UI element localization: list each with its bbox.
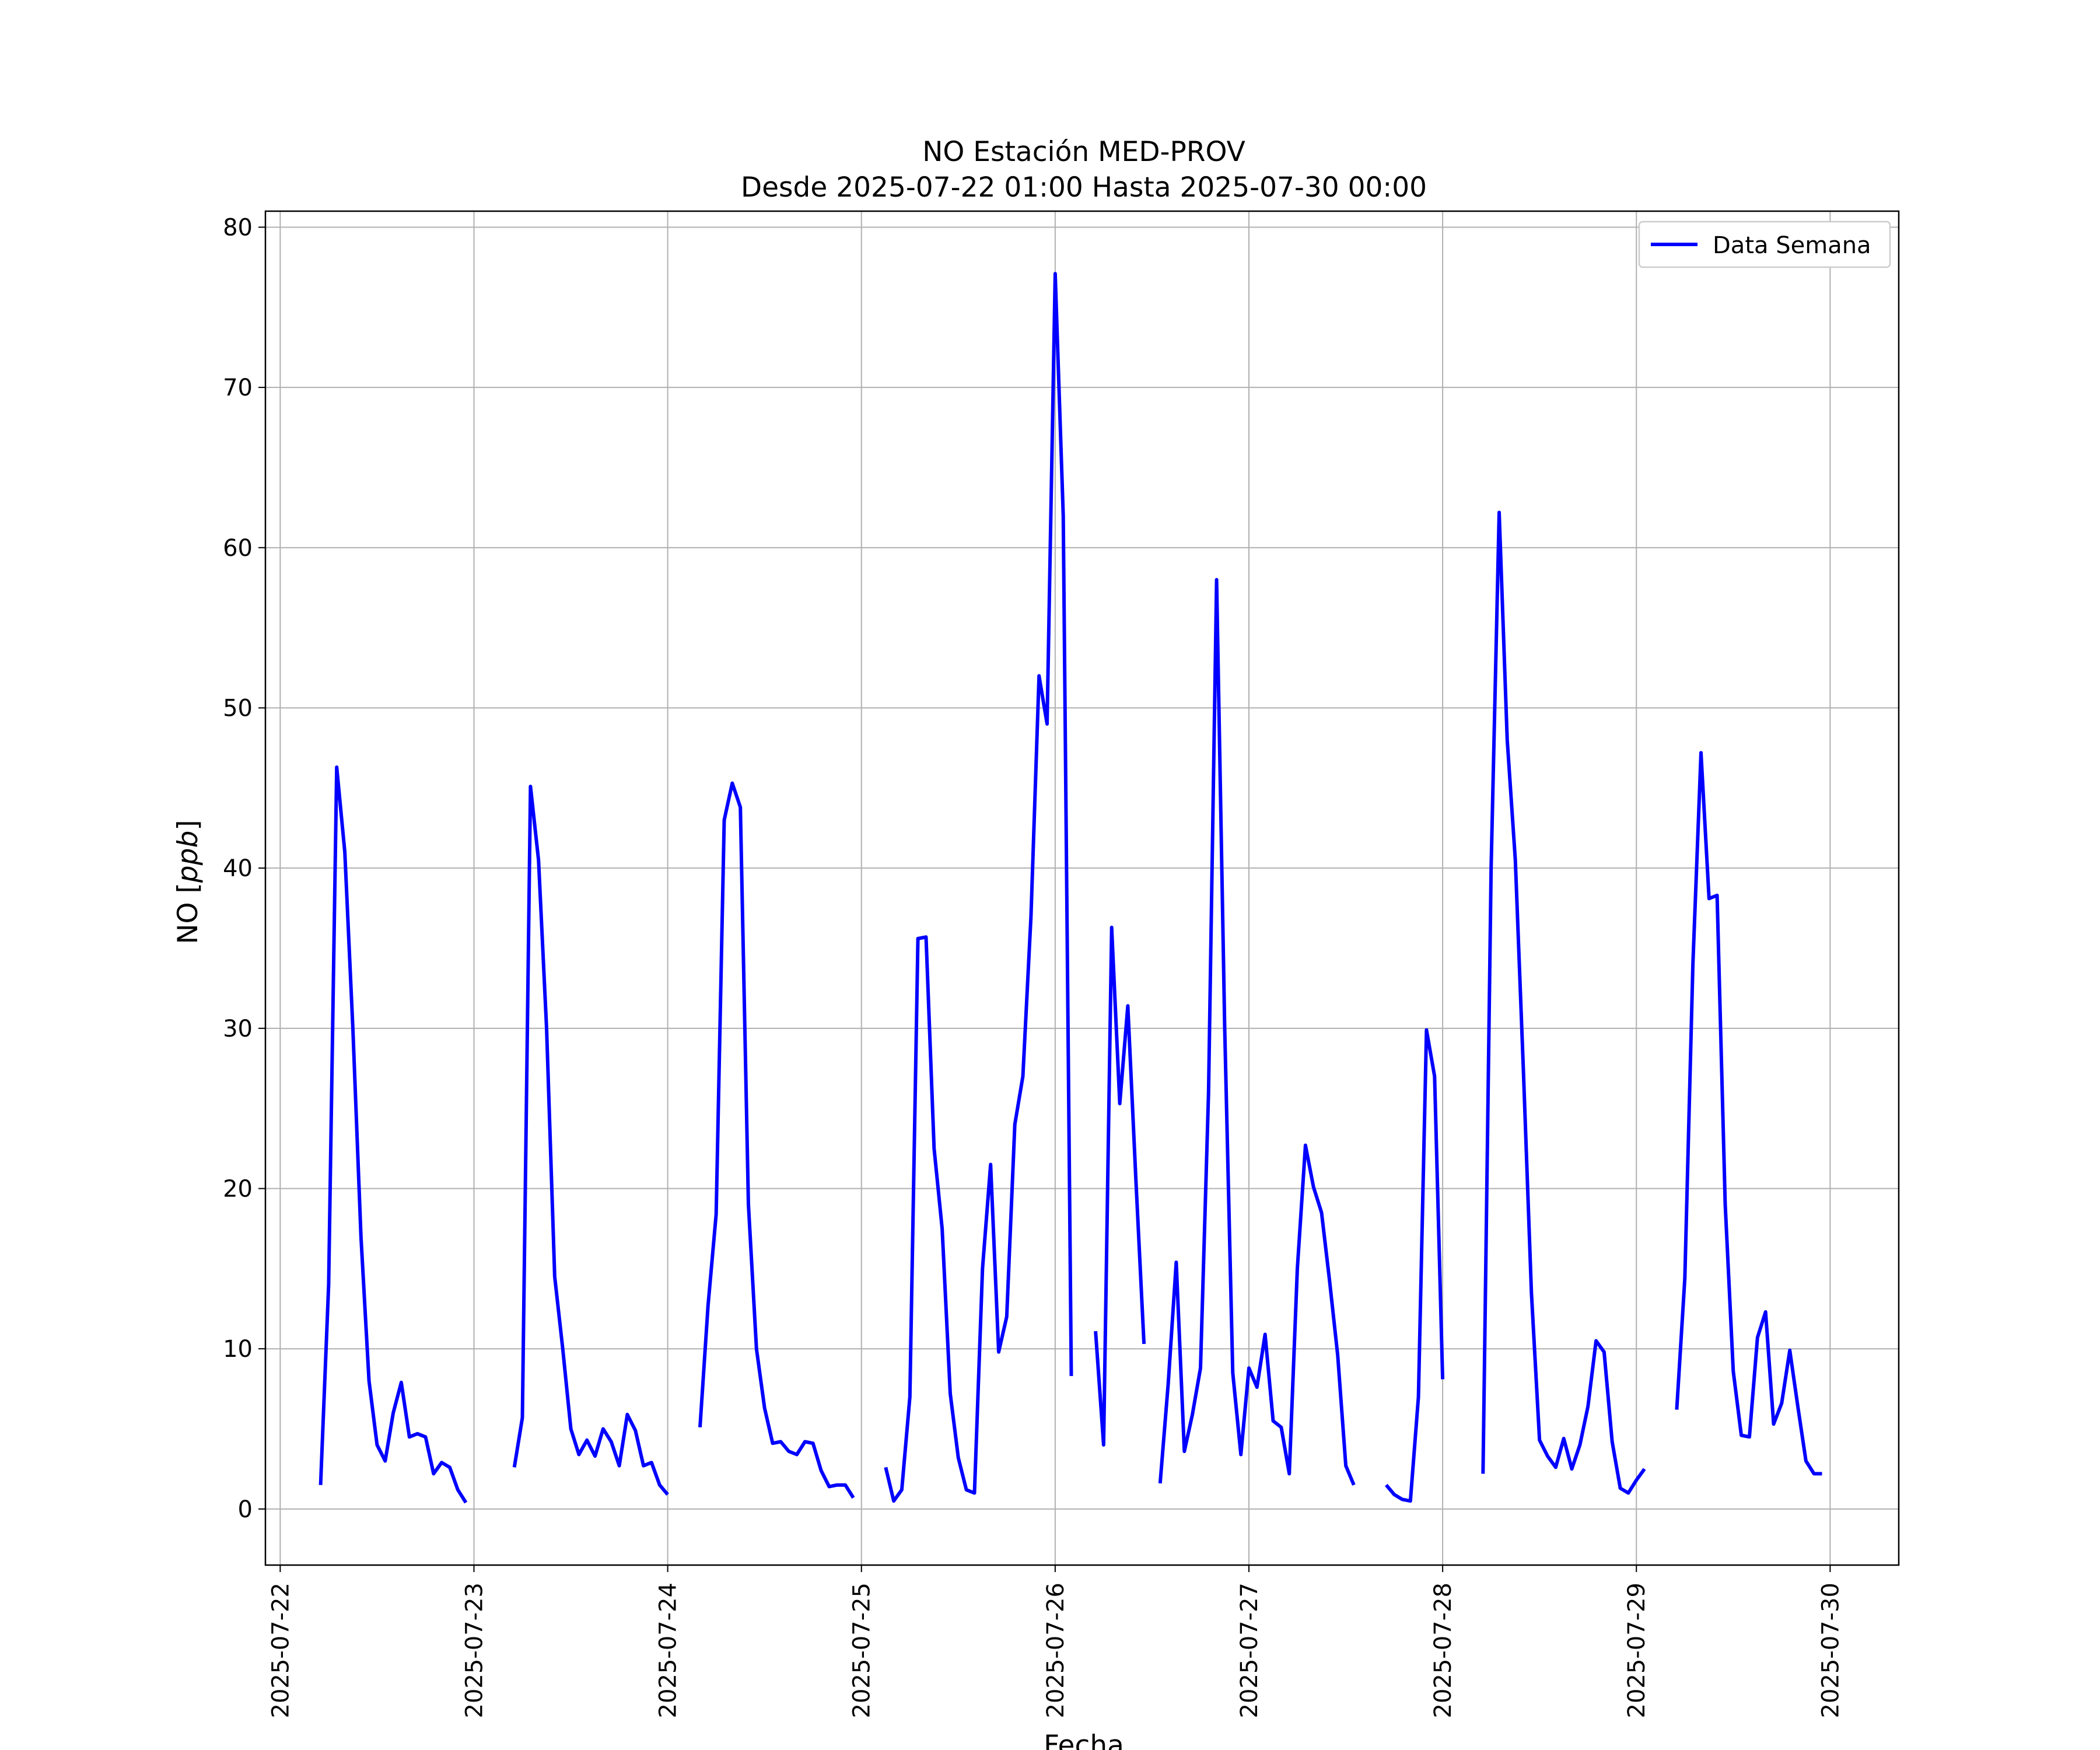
y-axis-label: NO [ppb]	[172, 820, 204, 944]
chart-title: NO Estación MED-PROV	[922, 136, 1245, 168]
y-tick-label: 20	[223, 1176, 253, 1203]
x-tick-label: 2025-07-25	[849, 1583, 876, 1718]
series-line-segment	[1385, 1028, 1445, 1503]
y-axis-label-close: ]	[172, 820, 204, 830]
legend-label: Data Semana	[1713, 232, 1871, 259]
series-line-segment	[1158, 578, 1356, 1486]
series-line-segment	[1675, 751, 1822, 1476]
chart-subtitle: Desde 2025-07-22 01:00 Hasta 2025-07-30 …	[741, 172, 1427, 204]
y-tick-label: 40	[223, 855, 253, 882]
y-tick-label: 70	[223, 374, 253, 401]
legend: Data Semana	[1638, 220, 1891, 268]
y-tick-label: 0	[238, 1496, 253, 1523]
x-tick-label: 2025-07-24	[655, 1583, 682, 1718]
series-line-segment	[698, 781, 855, 1499]
x-tick-label: 2025-07-28	[1430, 1583, 1457, 1718]
y-tick-label: 10	[223, 1336, 253, 1363]
x-tick-label: 2025-07-29	[1623, 1583, 1650, 1718]
series-line-segment	[512, 785, 669, 1496]
x-tick-label: 2025-07-30	[1817, 1583, 1844, 1718]
x-tick-label: 2025-07-27	[1236, 1583, 1263, 1718]
y-tick-label: 30	[223, 1016, 253, 1042]
y-tick-label: 80	[223, 214, 253, 241]
x-tick-label: 2025-07-23	[461, 1583, 488, 1718]
x-axis-label: Fecha	[1044, 1730, 1124, 1750]
x-tick-label: 2025-07-22	[267, 1583, 294, 1718]
x-tick-label: 2025-07-26	[1042, 1583, 1069, 1718]
series-line-segment	[318, 765, 468, 1504]
axes	[264, 210, 1900, 1566]
series-line-segment	[1481, 510, 1646, 1495]
plot-frame	[264, 210, 1900, 1566]
series-line-segment	[884, 272, 1073, 1503]
y-tick-label: 50	[223, 695, 253, 722]
legend-box	[1638, 220, 1891, 268]
y-axis-label-text: NO [	[172, 883, 204, 944]
y-axis-label-unit: ppb	[172, 831, 204, 884]
series-line-segment	[1094, 925, 1146, 1447]
y-tick-label: 60	[223, 535, 253, 562]
grid-lines	[265, 211, 1899, 1565]
y-axis-ticks: 0 10 20 30 40 50 60 70 80	[223, 214, 265, 1523]
x-axis-ticks: 2025-07-22 2025-07-23 2025-07-24 2025-07-25…	[267, 1565, 1844, 1718]
series-data-semana	[318, 272, 1822, 1504]
